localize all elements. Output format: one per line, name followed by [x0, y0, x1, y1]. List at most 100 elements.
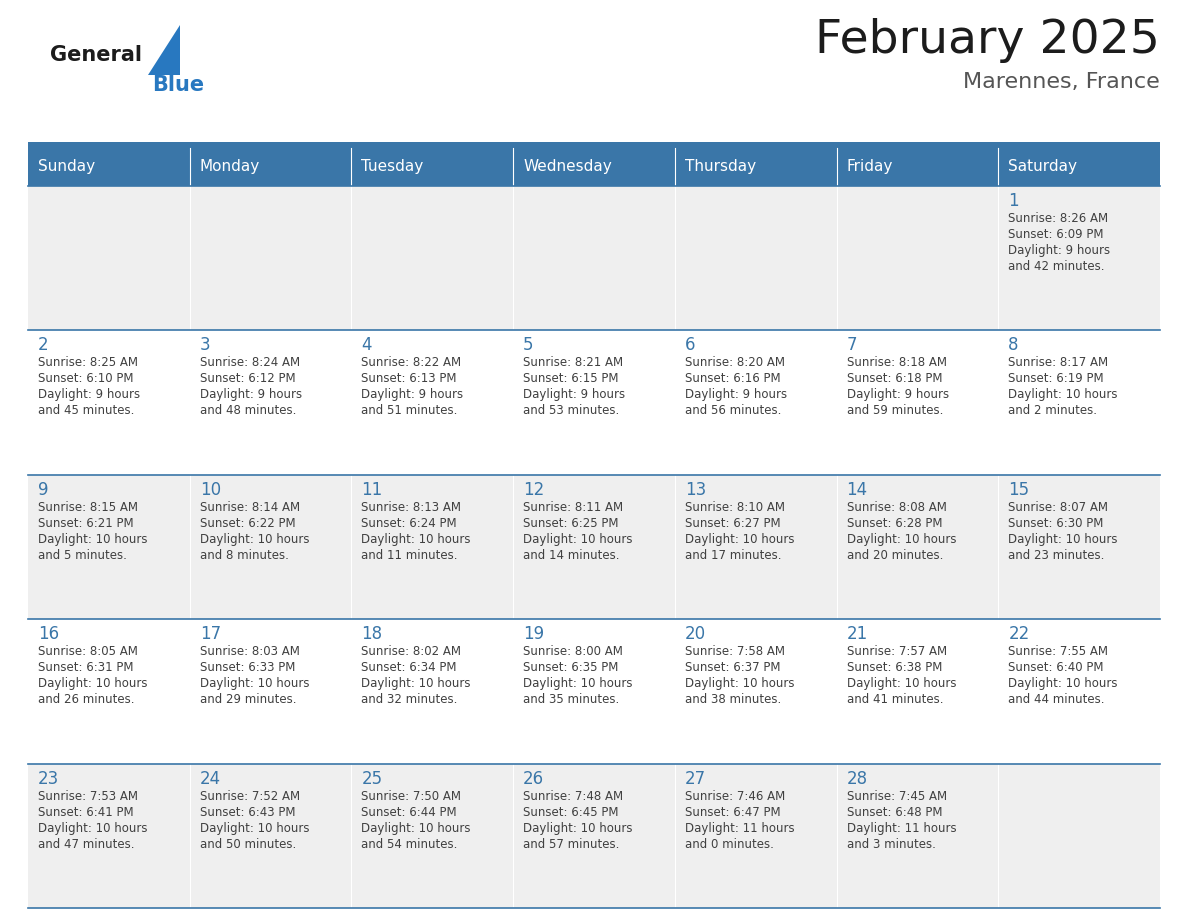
Text: 9: 9: [38, 481, 49, 498]
Text: Sunset: 6:33 PM: Sunset: 6:33 PM: [200, 661, 295, 674]
Text: 13: 13: [684, 481, 706, 498]
Text: and 59 minutes.: and 59 minutes.: [847, 405, 943, 418]
Text: Sunrise: 8:25 AM: Sunrise: 8:25 AM: [38, 356, 138, 369]
Text: Sunset: 6:35 PM: Sunset: 6:35 PM: [523, 661, 619, 674]
Bar: [29, 330, 1159, 475]
Text: Sunset: 6:10 PM: Sunset: 6:10 PM: [38, 373, 133, 386]
Text: and 50 minutes.: and 50 minutes.: [200, 837, 296, 851]
Text: Sunset: 6:19 PM: Sunset: 6:19 PM: [1009, 373, 1104, 386]
Text: Sunset: 6:37 PM: Sunset: 6:37 PM: [684, 661, 781, 674]
Text: and 17 minutes.: and 17 minutes.: [684, 549, 782, 562]
Text: Daylight: 10 hours: Daylight: 10 hours: [523, 677, 633, 690]
Text: and 8 minutes.: and 8 minutes.: [200, 549, 289, 562]
Text: and 54 minutes.: and 54 minutes.: [361, 837, 457, 851]
Text: 15: 15: [1009, 481, 1030, 498]
Text: 4: 4: [361, 336, 372, 354]
Text: Sunset: 6:30 PM: Sunset: 6:30 PM: [1009, 517, 1104, 530]
Text: and 2 minutes.: and 2 minutes.: [1009, 405, 1098, 418]
Text: Monday: Monday: [200, 160, 260, 174]
Text: Friday: Friday: [847, 160, 893, 174]
Text: Sunset: 6:15 PM: Sunset: 6:15 PM: [523, 373, 619, 386]
Text: 14: 14: [847, 481, 867, 498]
Text: Daylight: 11 hours: Daylight: 11 hours: [684, 822, 795, 834]
Text: 17: 17: [200, 625, 221, 644]
Text: Sunset: 6:31 PM: Sunset: 6:31 PM: [38, 661, 133, 674]
Text: and 41 minutes.: and 41 minutes.: [847, 693, 943, 706]
Text: Sunset: 6:24 PM: Sunset: 6:24 PM: [361, 517, 457, 530]
Text: General: General: [50, 45, 143, 65]
Text: Daylight: 10 hours: Daylight: 10 hours: [847, 677, 956, 690]
Text: Sunrise: 8:21 AM: Sunrise: 8:21 AM: [523, 356, 624, 369]
Text: Daylight: 10 hours: Daylight: 10 hours: [523, 532, 633, 546]
Text: 25: 25: [361, 769, 383, 788]
Text: 3: 3: [200, 336, 210, 354]
Text: Sunrise: 7:55 AM: Sunrise: 7:55 AM: [1009, 645, 1108, 658]
Text: and 44 minutes.: and 44 minutes.: [1009, 693, 1105, 706]
Text: Daylight: 10 hours: Daylight: 10 hours: [684, 677, 795, 690]
Text: and 0 minutes.: and 0 minutes.: [684, 837, 773, 851]
Text: Daylight: 10 hours: Daylight: 10 hours: [1009, 532, 1118, 546]
Text: Wednesday: Wednesday: [523, 160, 612, 174]
Text: Daylight: 10 hours: Daylight: 10 hours: [38, 822, 147, 834]
Text: Sunrise: 8:24 AM: Sunrise: 8:24 AM: [200, 356, 299, 369]
Text: Sunset: 6:45 PM: Sunset: 6:45 PM: [523, 806, 619, 819]
Text: Sunrise: 7:46 AM: Sunrise: 7:46 AM: [684, 789, 785, 802]
Text: Sunrise: 8:13 AM: Sunrise: 8:13 AM: [361, 501, 461, 514]
Text: Daylight: 10 hours: Daylight: 10 hours: [200, 677, 309, 690]
Text: and 20 minutes.: and 20 minutes.: [847, 549, 943, 562]
Text: Sunset: 6:40 PM: Sunset: 6:40 PM: [1009, 661, 1104, 674]
Text: Sunset: 6:22 PM: Sunset: 6:22 PM: [200, 517, 296, 530]
Text: Sunrise: 8:07 AM: Sunrise: 8:07 AM: [1009, 501, 1108, 514]
Text: Sunset: 6:18 PM: Sunset: 6:18 PM: [847, 373, 942, 386]
Text: 24: 24: [200, 769, 221, 788]
Text: 10: 10: [200, 481, 221, 498]
Text: and 45 minutes.: and 45 minutes.: [38, 405, 134, 418]
Text: Sunrise: 8:14 AM: Sunrise: 8:14 AM: [200, 501, 299, 514]
Text: Sunrise: 7:57 AM: Sunrise: 7:57 AM: [847, 645, 947, 658]
Text: Daylight: 11 hours: Daylight: 11 hours: [847, 822, 956, 834]
Text: Daylight: 9 hours: Daylight: 9 hours: [523, 388, 625, 401]
Text: and 51 minutes.: and 51 minutes.: [361, 405, 457, 418]
Text: 20: 20: [684, 625, 706, 644]
Text: Sunday: Sunday: [38, 160, 95, 174]
Text: and 5 minutes.: and 5 minutes.: [38, 549, 127, 562]
Text: 7: 7: [847, 336, 857, 354]
Text: Sunset: 6:43 PM: Sunset: 6:43 PM: [200, 806, 295, 819]
Text: Daylight: 10 hours: Daylight: 10 hours: [361, 677, 470, 690]
Text: Daylight: 10 hours: Daylight: 10 hours: [361, 822, 470, 834]
Text: Sunrise: 8:22 AM: Sunrise: 8:22 AM: [361, 356, 462, 369]
Text: Sunset: 6:09 PM: Sunset: 6:09 PM: [1009, 228, 1104, 241]
Text: Tuesday: Tuesday: [361, 160, 424, 174]
Text: Sunrise: 8:00 AM: Sunrise: 8:00 AM: [523, 645, 623, 658]
Text: Marennes, France: Marennes, France: [963, 72, 1159, 92]
Text: Sunset: 6:34 PM: Sunset: 6:34 PM: [361, 661, 457, 674]
Polygon shape: [148, 25, 181, 75]
Text: 12: 12: [523, 481, 544, 498]
Text: 26: 26: [523, 769, 544, 788]
Text: 22: 22: [1009, 625, 1030, 644]
Text: Sunset: 6:47 PM: Sunset: 6:47 PM: [684, 806, 781, 819]
Text: Daylight: 9 hours: Daylight: 9 hours: [684, 388, 786, 401]
Text: Sunrise: 8:20 AM: Sunrise: 8:20 AM: [684, 356, 785, 369]
Text: Sunrise: 7:48 AM: Sunrise: 7:48 AM: [523, 789, 624, 802]
Text: Sunrise: 7:52 AM: Sunrise: 7:52 AM: [200, 789, 299, 802]
Text: Sunrise: 8:10 AM: Sunrise: 8:10 AM: [684, 501, 785, 514]
Text: Sunrise: 7:50 AM: Sunrise: 7:50 AM: [361, 789, 461, 802]
Text: Daylight: 10 hours: Daylight: 10 hours: [684, 532, 795, 546]
Text: and 42 minutes.: and 42 minutes.: [1009, 260, 1105, 273]
Text: and 38 minutes.: and 38 minutes.: [684, 693, 781, 706]
Text: and 47 minutes.: and 47 minutes.: [38, 837, 134, 851]
Text: Sunrise: 8:15 AM: Sunrise: 8:15 AM: [38, 501, 138, 514]
Text: Sunset: 6:48 PM: Sunset: 6:48 PM: [847, 806, 942, 819]
Text: Blue: Blue: [152, 75, 204, 95]
Text: Thursday: Thursday: [684, 160, 756, 174]
Text: Daylight: 10 hours: Daylight: 10 hours: [38, 677, 147, 690]
Text: Daylight: 9 hours: Daylight: 9 hours: [361, 388, 463, 401]
Text: and 29 minutes.: and 29 minutes.: [200, 693, 296, 706]
Text: and 48 minutes.: and 48 minutes.: [200, 405, 296, 418]
Text: and 26 minutes.: and 26 minutes.: [38, 693, 134, 706]
Text: Daylight: 9 hours: Daylight: 9 hours: [38, 388, 140, 401]
Text: 8: 8: [1009, 336, 1019, 354]
Text: February 2025: February 2025: [815, 18, 1159, 63]
Text: 5: 5: [523, 336, 533, 354]
